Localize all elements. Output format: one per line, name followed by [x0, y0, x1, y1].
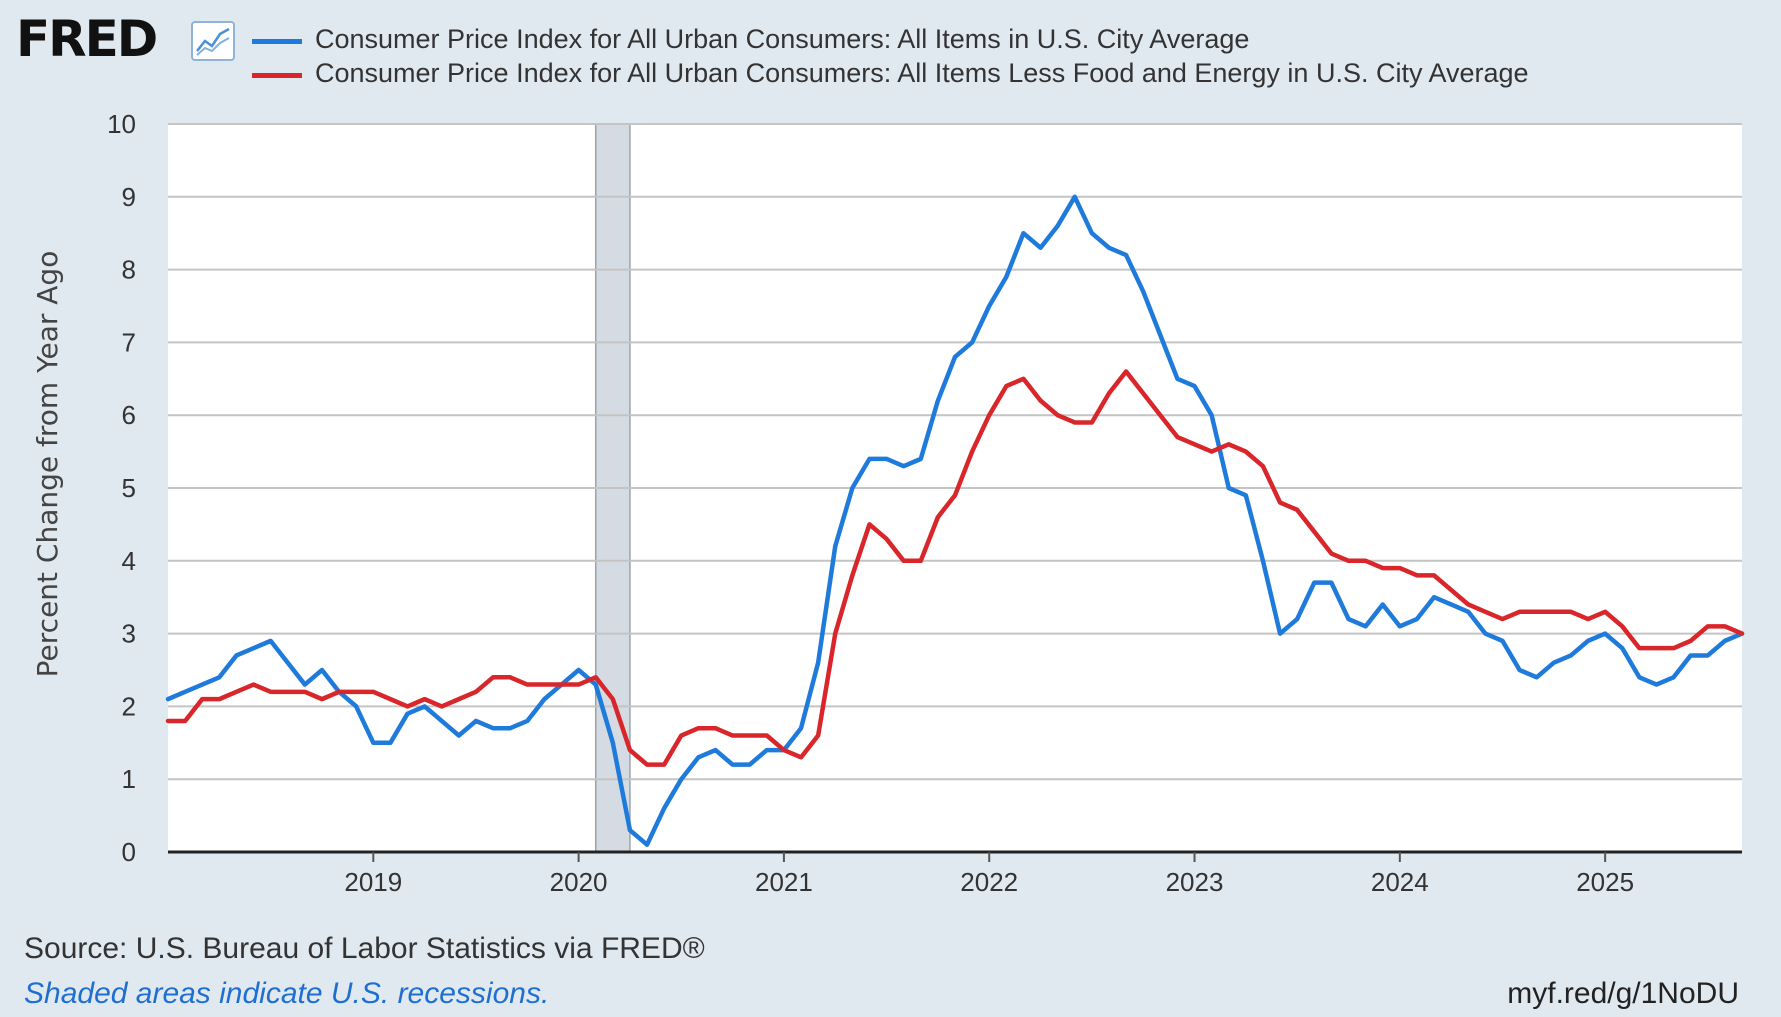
- y-tick-label: 0: [122, 837, 136, 867]
- gridlines: [168, 123, 1742, 854]
- y-tick-label: 1: [122, 764, 136, 794]
- y-tick-label: 6: [122, 400, 136, 430]
- x-tick-label: 2024: [1371, 867, 1429, 897]
- x-tick-label: 2019: [344, 867, 402, 897]
- source-note: Source: U.S. Bureau of Labor Statistics …: [24, 932, 705, 965]
- series-line-cpi-all-items: [165, 194, 1745, 847]
- x-tick-label: 2025: [1576, 867, 1634, 897]
- legend-swatch-red: [252, 73, 302, 78]
- y-tick-label: 5: [122, 473, 136, 503]
- legend-swatch-blue: [252, 39, 302, 44]
- recession-note: Shaded areas indicate U.S. recessions.: [24, 977, 550, 1010]
- y-tick-label: 4: [122, 546, 136, 576]
- x-tick-label: 2022: [960, 867, 1018, 897]
- y-tick-label: 2: [122, 691, 136, 721]
- x-axis: 2019 2020 2021 2022 2023 2024 2025: [344, 852, 1634, 897]
- line-chart-icon[interactable]: [191, 21, 235, 61]
- y-axis-title: Percent Change from Year Ago: [31, 251, 64, 678]
- fred-logo[interactable]: FRED: [16, 10, 158, 68]
- x-tick-label: 2021: [755, 867, 813, 897]
- x-tick-label: 2020: [550, 867, 608, 897]
- series-group: [165, 194, 1745, 847]
- short-link[interactable]: myf.red/g/1NoDU: [1507, 977, 1739, 1010]
- y-axis: 0 1 2 3 4 5 6 7 8 9 10: [107, 109, 136, 867]
- y-tick-label: 7: [122, 327, 136, 357]
- y-tick-label: 3: [122, 619, 136, 649]
- series-line-cpi-core: [165, 369, 1745, 767]
- x-tick-label: 2023: [1166, 867, 1224, 897]
- y-tick-label: 8: [122, 255, 136, 285]
- y-tick-label: 9: [122, 182, 136, 212]
- y-tick-label: 10: [107, 109, 136, 139]
- legend-label: Consumer Price Index for All Urban Consu…: [315, 24, 1250, 54]
- legend-label: Consumer Price Index for All Urban Consu…: [315, 58, 1529, 88]
